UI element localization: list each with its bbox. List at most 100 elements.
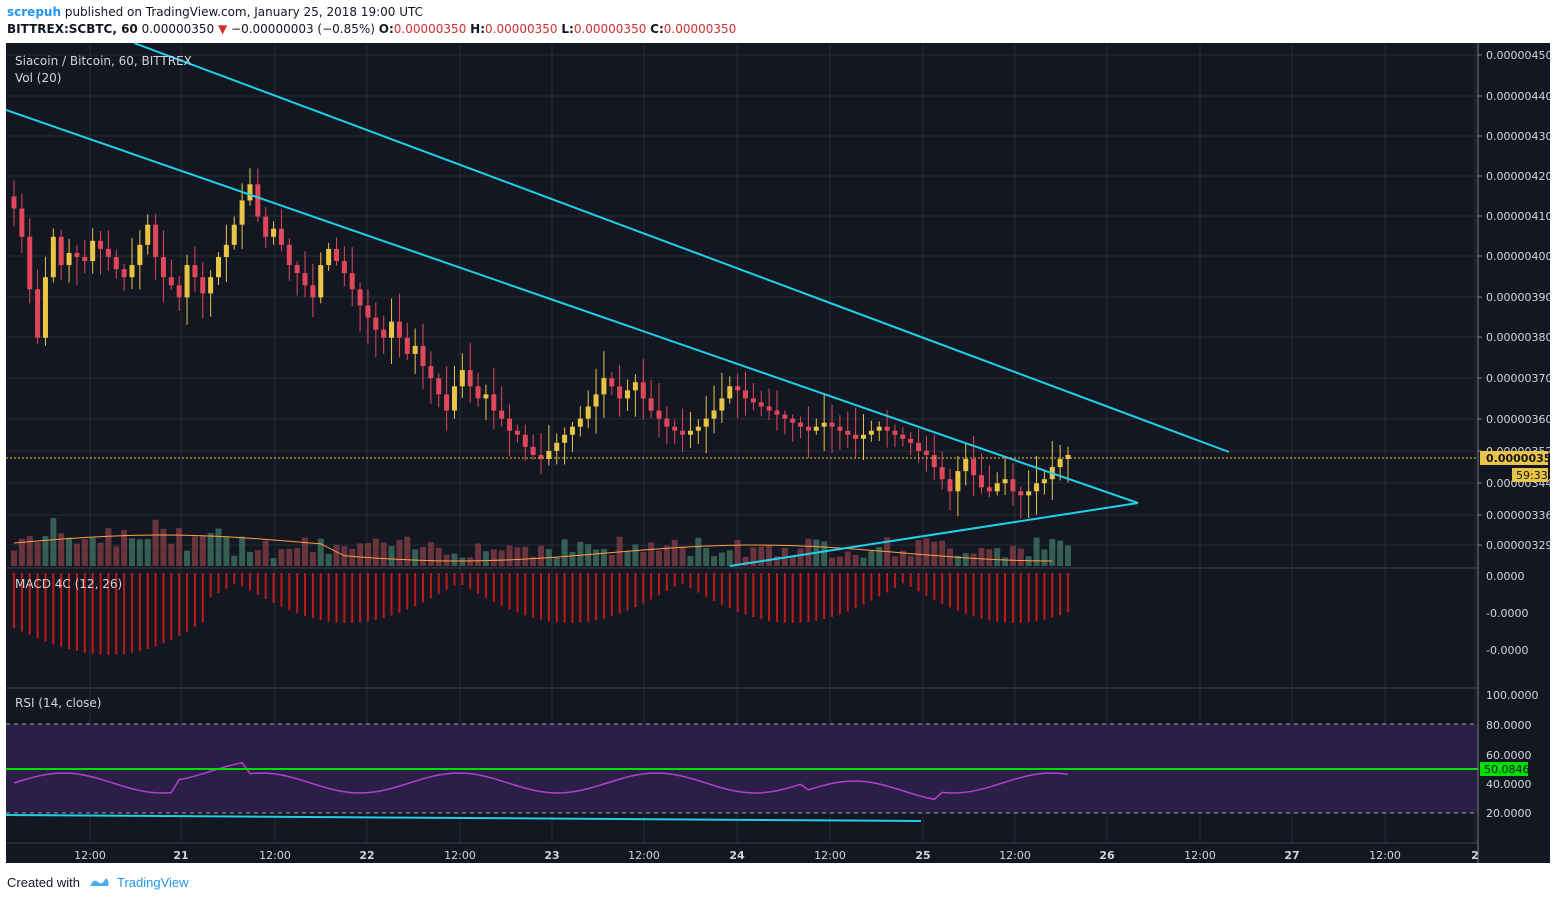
macd-bar <box>720 573 723 605</box>
volume-bar <box>136 539 143 566</box>
macd-bar <box>154 573 157 647</box>
candle-body <box>153 224 159 257</box>
volume-bar <box>821 541 828 566</box>
macd-bar <box>477 573 480 594</box>
macd-bar <box>186 573 189 632</box>
chart-svg[interactable]: 0.00000450 0.00000440 0.00000430 0.00000420… <box>5 42 1556 863</box>
macd-bar <box>642 573 645 604</box>
time-axis[interactable]: 12:00 21 12:00 22 12:00 23 12:00 24 12:00 25 12:00… <box>74 849 1479 862</box>
volume-bar <box>26 536 33 566</box>
ascending-trendline[interactable] <box>729 502 1139 567</box>
volume-bar <box>207 532 214 566</box>
candle-body <box>82 257 88 262</box>
author-link[interactable]: screpuh <box>7 5 61 19</box>
time-tick-label: 12:00 <box>628 849 660 862</box>
macd-bar <box>335 573 338 623</box>
chart-area[interactable]: 0.00000450 0.00000440 0.00000430 0.00000420… <box>5 42 1556 863</box>
volume-bar <box>380 542 387 566</box>
macd-bar <box>201 573 204 623</box>
volume-bar <box>726 550 733 566</box>
rsi-tick-label: 60.0000 <box>1486 749 1532 762</box>
volume-bar <box>789 555 796 566</box>
volume-bar <box>160 528 167 566</box>
volume-bar <box>199 535 206 566</box>
macd-bar <box>343 573 346 623</box>
candle-body <box>593 394 599 407</box>
volume-bar <box>105 528 112 566</box>
macd-bar <box>933 573 936 600</box>
candle-body <box>908 438 914 443</box>
price-tick-label: 0.00000440 <box>1486 90 1550 103</box>
macd-bar <box>909 573 912 588</box>
rsi-trendline[interactable] <box>5 814 922 822</box>
candle-body <box>805 426 811 431</box>
candle-body <box>994 483 1000 492</box>
macd-bar <box>233 573 236 585</box>
volume-bar <box>1057 540 1064 566</box>
candle-body <box>137 244 143 266</box>
high-value: 0.00000350 <box>485 22 558 36</box>
volume-bar <box>144 539 151 566</box>
volume-bars <box>11 517 1071 566</box>
macd-bar <box>1059 573 1062 616</box>
volume-bar <box>703 548 710 566</box>
macd-bar <box>248 573 251 591</box>
candle-body <box>821 422 827 427</box>
candle-body <box>971 459 977 476</box>
price-tick-label: 0.00000380 <box>1486 331 1550 344</box>
candle-body <box>876 426 882 431</box>
volume-bar <box>577 541 584 566</box>
candle-body <box>98 240 104 249</box>
volume-bar <box>750 547 757 566</box>
macd-bar <box>107 573 110 655</box>
time-tick-label: 27 <box>1284 849 1299 862</box>
volume-bar <box>73 543 80 566</box>
macd-bar <box>996 573 999 622</box>
candle-body <box>577 418 583 427</box>
macd-bar <box>870 573 873 601</box>
main-pane-title: Siacoin / Bitcoin, 60, BITTREX <box>15 54 192 68</box>
macd-bar <box>744 573 747 615</box>
macd-bar <box>68 573 71 650</box>
candle-body <box>247 184 253 201</box>
volume-bar <box>624 550 631 566</box>
descending-trendline[interactable] <box>5 109 1139 504</box>
candle-body <box>774 410 780 415</box>
macd-bar <box>893 573 896 588</box>
candle-body <box>90 240 96 262</box>
time-tick-label: 12:00 <box>1369 849 1401 862</box>
volume-bar <box>184 550 191 566</box>
candle-body <box>310 285 316 298</box>
macd-bar <box>20 573 23 632</box>
macd-bar <box>162 573 165 644</box>
candle-body <box>459 370 465 387</box>
upper-trendline[interactable] <box>133 42 1230 453</box>
candle-body <box>727 386 733 399</box>
macd-bar <box>760 573 763 620</box>
tradingview-brand-link[interactable]: TradingView <box>117 875 189 890</box>
candle-body <box>514 430 520 435</box>
macd-bar <box>83 573 86 653</box>
macd-bar <box>626 573 629 611</box>
volume-bar <box>246 551 253 566</box>
candle-body <box>365 305 371 318</box>
macd-bar <box>264 573 267 600</box>
volume-bar <box>239 536 246 566</box>
volume-bar <box>797 548 804 566</box>
price-tick-label: 0.00000360 <box>1486 413 1550 426</box>
macd-bar <box>917 573 920 592</box>
macd-pane-title: MACD 4C (12, 26) <box>15 577 122 591</box>
candle-body <box>349 273 355 290</box>
volume-bar <box>11 550 17 566</box>
volume-bar <box>420 546 427 566</box>
candle-body <box>1026 491 1032 496</box>
volume-bar <box>553 557 560 566</box>
price-tick-label: 0.00000430 <box>1486 130 1550 143</box>
volume-bar <box>608 555 615 566</box>
macd-bar <box>461 573 464 586</box>
candle-body <box>1018 491 1024 496</box>
volume-bar <box>844 551 851 566</box>
volume-bar <box>128 538 135 566</box>
volume-bar <box>931 541 938 566</box>
volume-bar <box>506 545 513 566</box>
